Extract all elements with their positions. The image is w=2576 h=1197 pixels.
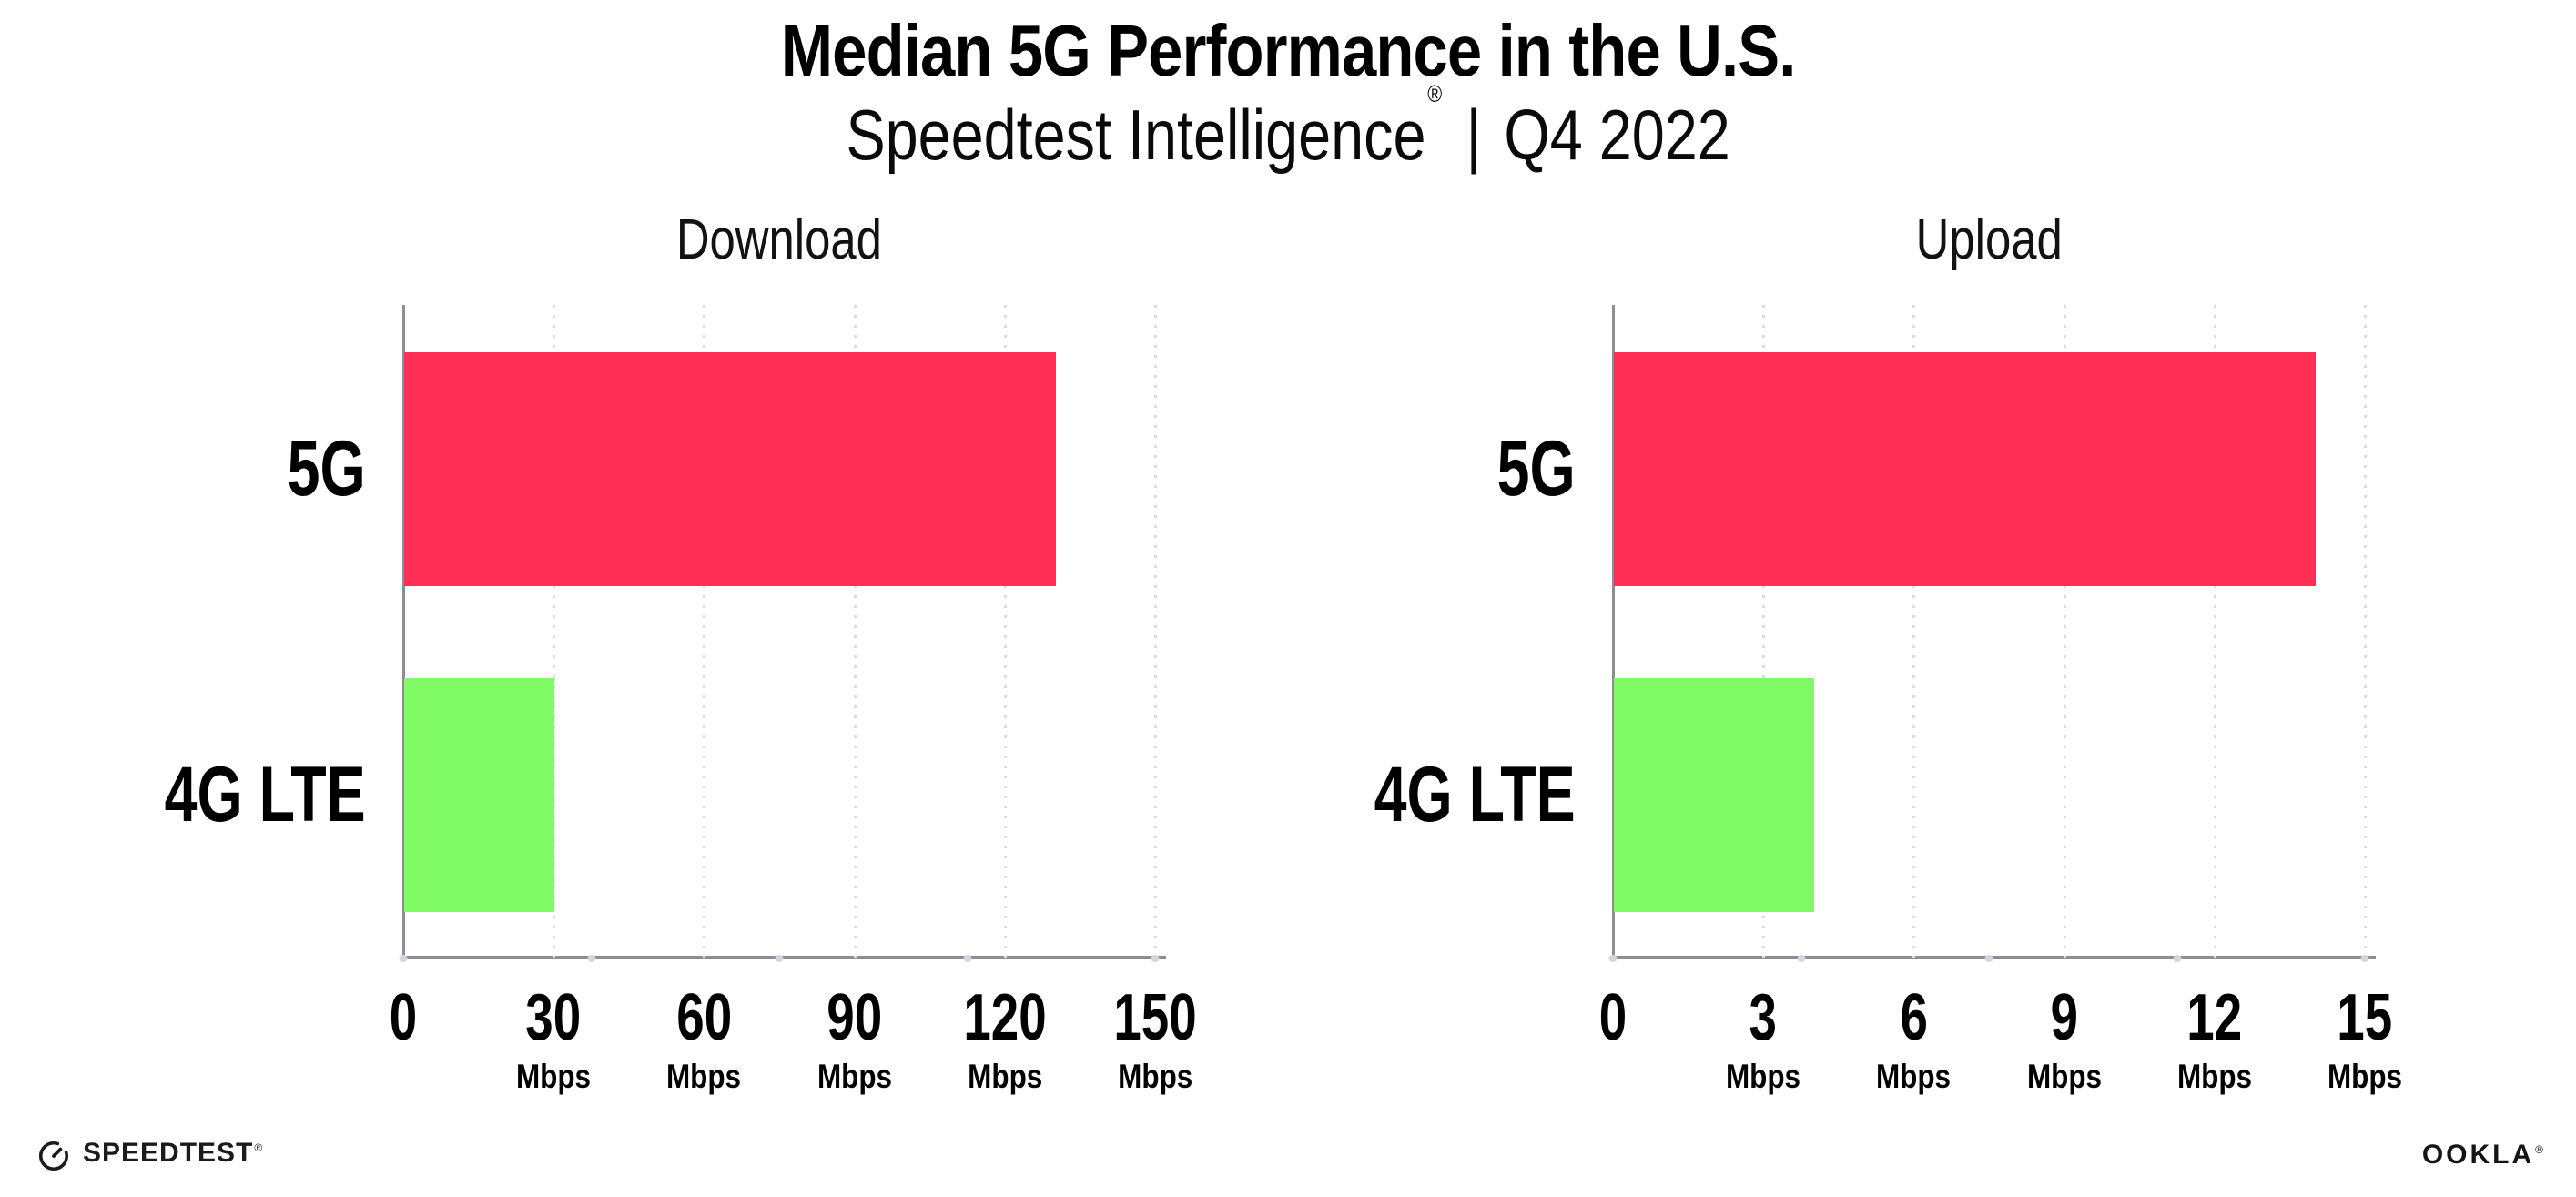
subtitle-separator: | [1465,95,1482,175]
chart-panel-download: Download 5G 4G LTE 0 30 Mbps 60 Mbps 90 Mbps 120… [165,212,1197,1094]
tick-unit: Mbps [1117,1058,1193,1095]
tick-unit: Mbps [516,1058,592,1095]
tick-unit: Mbps [2026,1058,2102,1095]
plot-area: 5G 4G LTE [1374,305,2376,962]
category-label: 5G [287,425,366,512]
axis-tick-dot [1984,955,1993,962]
chart-panel-upload: Upload 5G 4G LTE 0 3 Mbps 6 Mbps 9 Mbps 12 Mbps 15… [1374,212,2402,1094]
gridline [2063,305,2066,958]
gridline [553,305,556,958]
tick-unit: Mbps [816,1058,892,1095]
registered-mark: ® [1427,80,1442,107]
axis-tick-dot [2360,955,2369,962]
x-tick-label: 150 Mbps [1100,985,1210,1093]
ookla-wordmark: OOKLA [2421,1140,2535,1170]
tick-value: 150 [1113,981,1197,1054]
x-tick-label: 15 Mbps [2321,985,2409,1093]
axis-tick-dot [1797,955,1805,962]
tick-value: 3 [1749,981,1778,1054]
x-tick-label: 90 Mbps [810,985,898,1093]
tick-value: 6 [1900,981,1928,1054]
x-tick-label: 0 [385,985,421,1050]
tick-value: 120 [963,981,1047,1054]
x-tick-label: 3 Mbps [1719,985,1808,1093]
bar-4g-lte [1614,678,1815,912]
tick-value: 0 [1598,981,1628,1054]
tick-unit: Mbps [1726,1058,1801,1095]
axis-tick-dot [587,955,595,962]
page-title: Median 5G Performance in the U.S. [780,10,1797,91]
tick-unit: Mbps [2176,1058,2252,1095]
x-tick-label: 60 Mbps [660,985,748,1093]
axis-tick-dot [775,955,784,962]
x-tick-label: 30 Mbps [510,985,598,1093]
registered-mark: ® [254,1141,264,1154]
subtitle-brand: Speedtest Intelligence [846,95,1426,175]
y-axis-line [1612,305,1615,958]
axis-tick-dot [399,955,408,962]
category-label: 4G LTE [1374,751,1576,838]
tick-value: 15 [2337,981,2393,1054]
axis-tick-dot [963,955,971,962]
tick-value: 0 [389,981,418,1054]
gridline [2213,305,2216,958]
tick-unit: Mbps [1876,1058,1952,1095]
tick-value: 60 [675,981,732,1054]
tick-unit: Mbps [2327,1058,2403,1095]
axis-tick-dot [1151,955,1160,962]
x-axis-line [1612,956,2376,959]
x-tick-label: 9 Mbps [2020,985,2108,1093]
chart-title: Download [675,208,883,271]
x-tick-label: 6 Mbps [1870,985,1958,1093]
plot-area: 5G 4G LTE [165,305,1166,962]
speedtest-logo: SPEEDTEST® [36,1136,262,1175]
tick-value: 90 [827,981,883,1054]
gridline [853,305,857,958]
gauge-icon [36,1139,71,1173]
bar-5g [1614,352,2316,586]
gridline [1762,305,1766,958]
tick-unit: Mbps [666,1058,742,1095]
gridline [1154,305,1157,958]
tick-value: 30 [525,981,582,1054]
category-label: 5G [1496,425,1576,512]
x-axis-line [402,956,1166,959]
registered-mark: ® [2535,1143,2546,1156]
speedtest-wordmark: SPEEDTEST® [83,1138,264,1168]
x-tick-label: 120 Mbps [950,985,1060,1093]
bar-5g [404,352,1056,586]
subtitle-period: Q4 2022 [1504,95,1730,175]
gridline [2364,305,2367,958]
gridline [1912,305,1916,958]
axis-tick-dot [1608,955,1618,962]
x-tick-label: 12 Mbps [2170,985,2258,1093]
y-axis-line [402,305,405,958]
page-subtitle: Speedtest Intelligence® | Q4 2022 [0,81,2576,175]
ookla-logo: OOKLA® [2422,1141,2545,1173]
axis-tick-dot [2173,955,2181,962]
category-label: 4G LTE [164,751,366,838]
chart-title: Upload [1915,208,2063,271]
tick-value: 9 [2050,981,2078,1054]
gridline [1003,305,1007,958]
gridline [703,305,706,958]
x-tick-label: 0 [1595,985,1631,1050]
tick-unit: Mbps [967,1058,1042,1095]
bar-4g-lte [404,678,555,912]
tick-value: 12 [2186,981,2243,1054]
